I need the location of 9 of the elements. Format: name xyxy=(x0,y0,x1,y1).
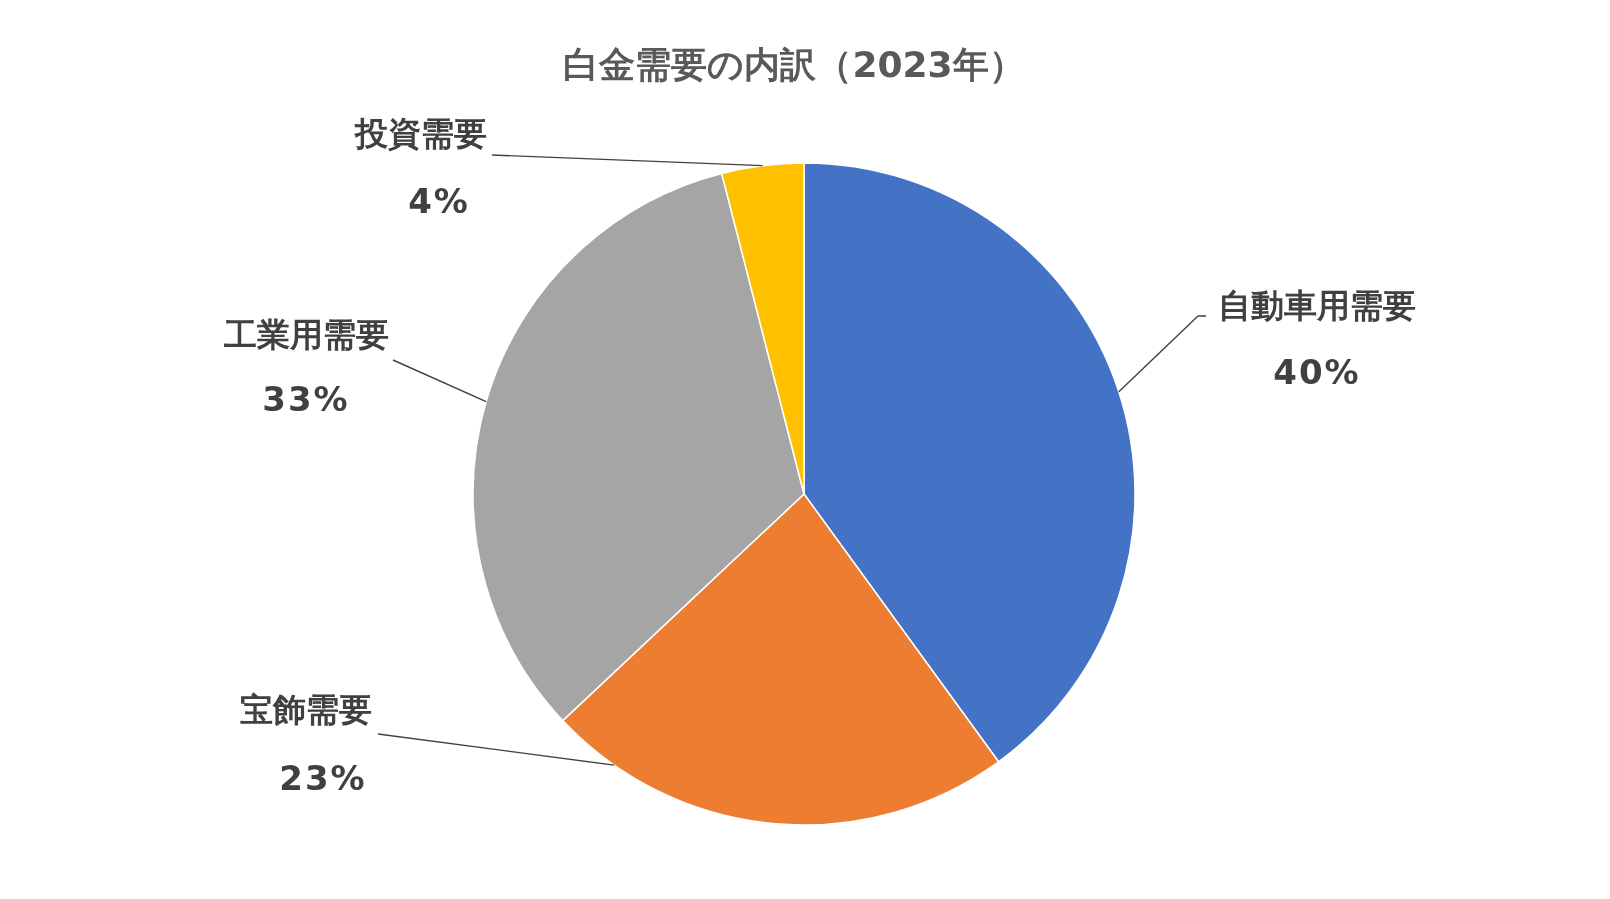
slice-label: 工業用需要 xyxy=(222,314,389,354)
title: 白金需要の内訳（2023年） xyxy=(563,43,1025,85)
data-label: 4% xyxy=(408,181,470,221)
slice-label: 自動車用需要 xyxy=(1218,285,1416,325)
data-label: 23% xyxy=(279,758,367,798)
slice-label: 宝飾需要 xyxy=(240,689,372,729)
data-label: 40% xyxy=(1273,352,1361,392)
data-label: 33% xyxy=(262,379,350,419)
slice-label: 投資需要 xyxy=(353,113,487,153)
